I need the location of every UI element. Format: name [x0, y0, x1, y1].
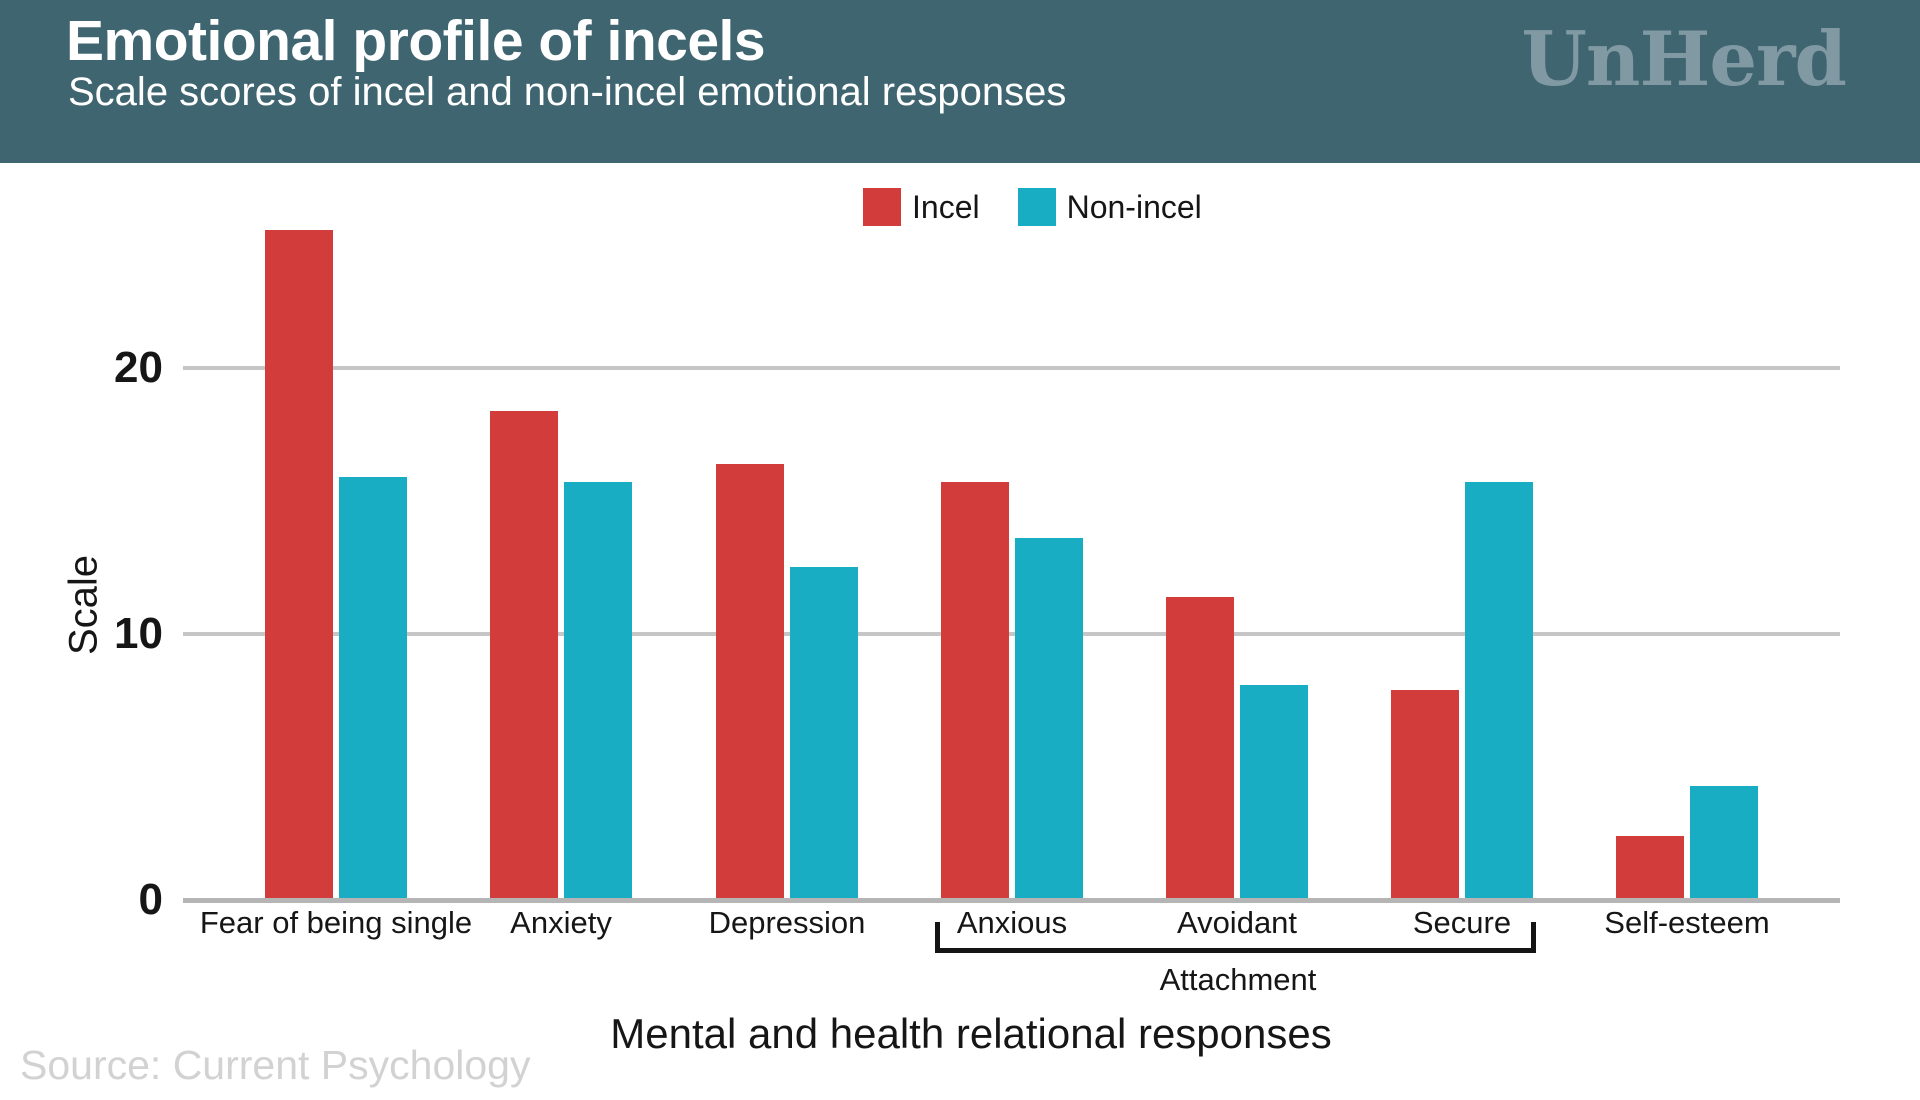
y-tick-label-10: 10 — [114, 609, 163, 658]
bar-incel-depression — [716, 464, 784, 900]
bar-incel-anxious — [941, 482, 1009, 900]
bar-non-incel-anxiety — [564, 482, 632, 900]
category-label-anxious: Anxious — [956, 905, 1068, 940]
x-axis-title: Mental and health relational responses — [610, 1010, 1332, 1057]
attachment-bracket-label: Attachment — [1159, 962, 1317, 997]
bar-non-incel-self-esteem — [1690, 786, 1758, 900]
chart-title: Emotional profile of incels — [66, 9, 766, 73]
y-gridline-10 — [183, 632, 1840, 636]
bar-incel-self-esteem — [1616, 836, 1684, 900]
bar-incel-avoidant — [1166, 597, 1234, 900]
category-label-secure: Secure — [1412, 905, 1512, 940]
y-gridline-20 — [183, 366, 1840, 370]
x-axis-line — [183, 898, 1840, 903]
bar-non-incel-avoidant — [1240, 685, 1308, 900]
legend-label: Incel — [912, 189, 980, 225]
legend-swatch-incel — [863, 188, 901, 226]
y-tick-label-20: 20 — [114, 343, 163, 392]
header-banner: Emotional profile of incels Scale scores… — [0, 0, 1920, 163]
attachment-bracket-right-tick — [1531, 922, 1536, 953]
chart-subtitle: Scale scores of incel and non-incel emot… — [68, 70, 1067, 114]
bar-non-incel-depression — [790, 567, 858, 900]
bar-non-incel-fear-of-being-single — [339, 477, 407, 900]
bar-non-incel-secure — [1465, 482, 1533, 900]
source-note: Source: Current Psychology — [20, 1042, 531, 1088]
legend-label: Non-incel — [1066, 189, 1202, 225]
legend-item-incel: Incel — [863, 188, 980, 226]
category-label-fear-of-being-single: Fear of being single — [199, 905, 473, 940]
category-label-depression: Depression — [708, 905, 866, 940]
bar-incel-fear-of-being-single — [265, 230, 333, 900]
y-axis-title: Scale — [61, 554, 106, 656]
legend-item-non-incel: Non-incel — [1017, 188, 1202, 226]
bar-incel-anxiety — [490, 411, 558, 900]
category-label-anxiety: Anxiety — [510, 905, 612, 940]
bar-incel-secure — [1391, 690, 1459, 900]
legend-swatch-non-incel — [1017, 188, 1056, 226]
legend: Incel Non-incel — [863, 188, 1202, 226]
attachment-bracket-left-tick — [935, 922, 940, 953]
category-label-self-esteem: Self-esteem — [1604, 905, 1770, 940]
y-tick-label-0: 0 — [138, 875, 163, 924]
category-label-avoidant: Avoidant — [1176, 905, 1298, 940]
unherd-logo: UnHerd — [1521, 15, 1847, 103]
attachment-bracket-line — [935, 948, 1536, 953]
bar-non-incel-anxious — [1015, 538, 1083, 900]
